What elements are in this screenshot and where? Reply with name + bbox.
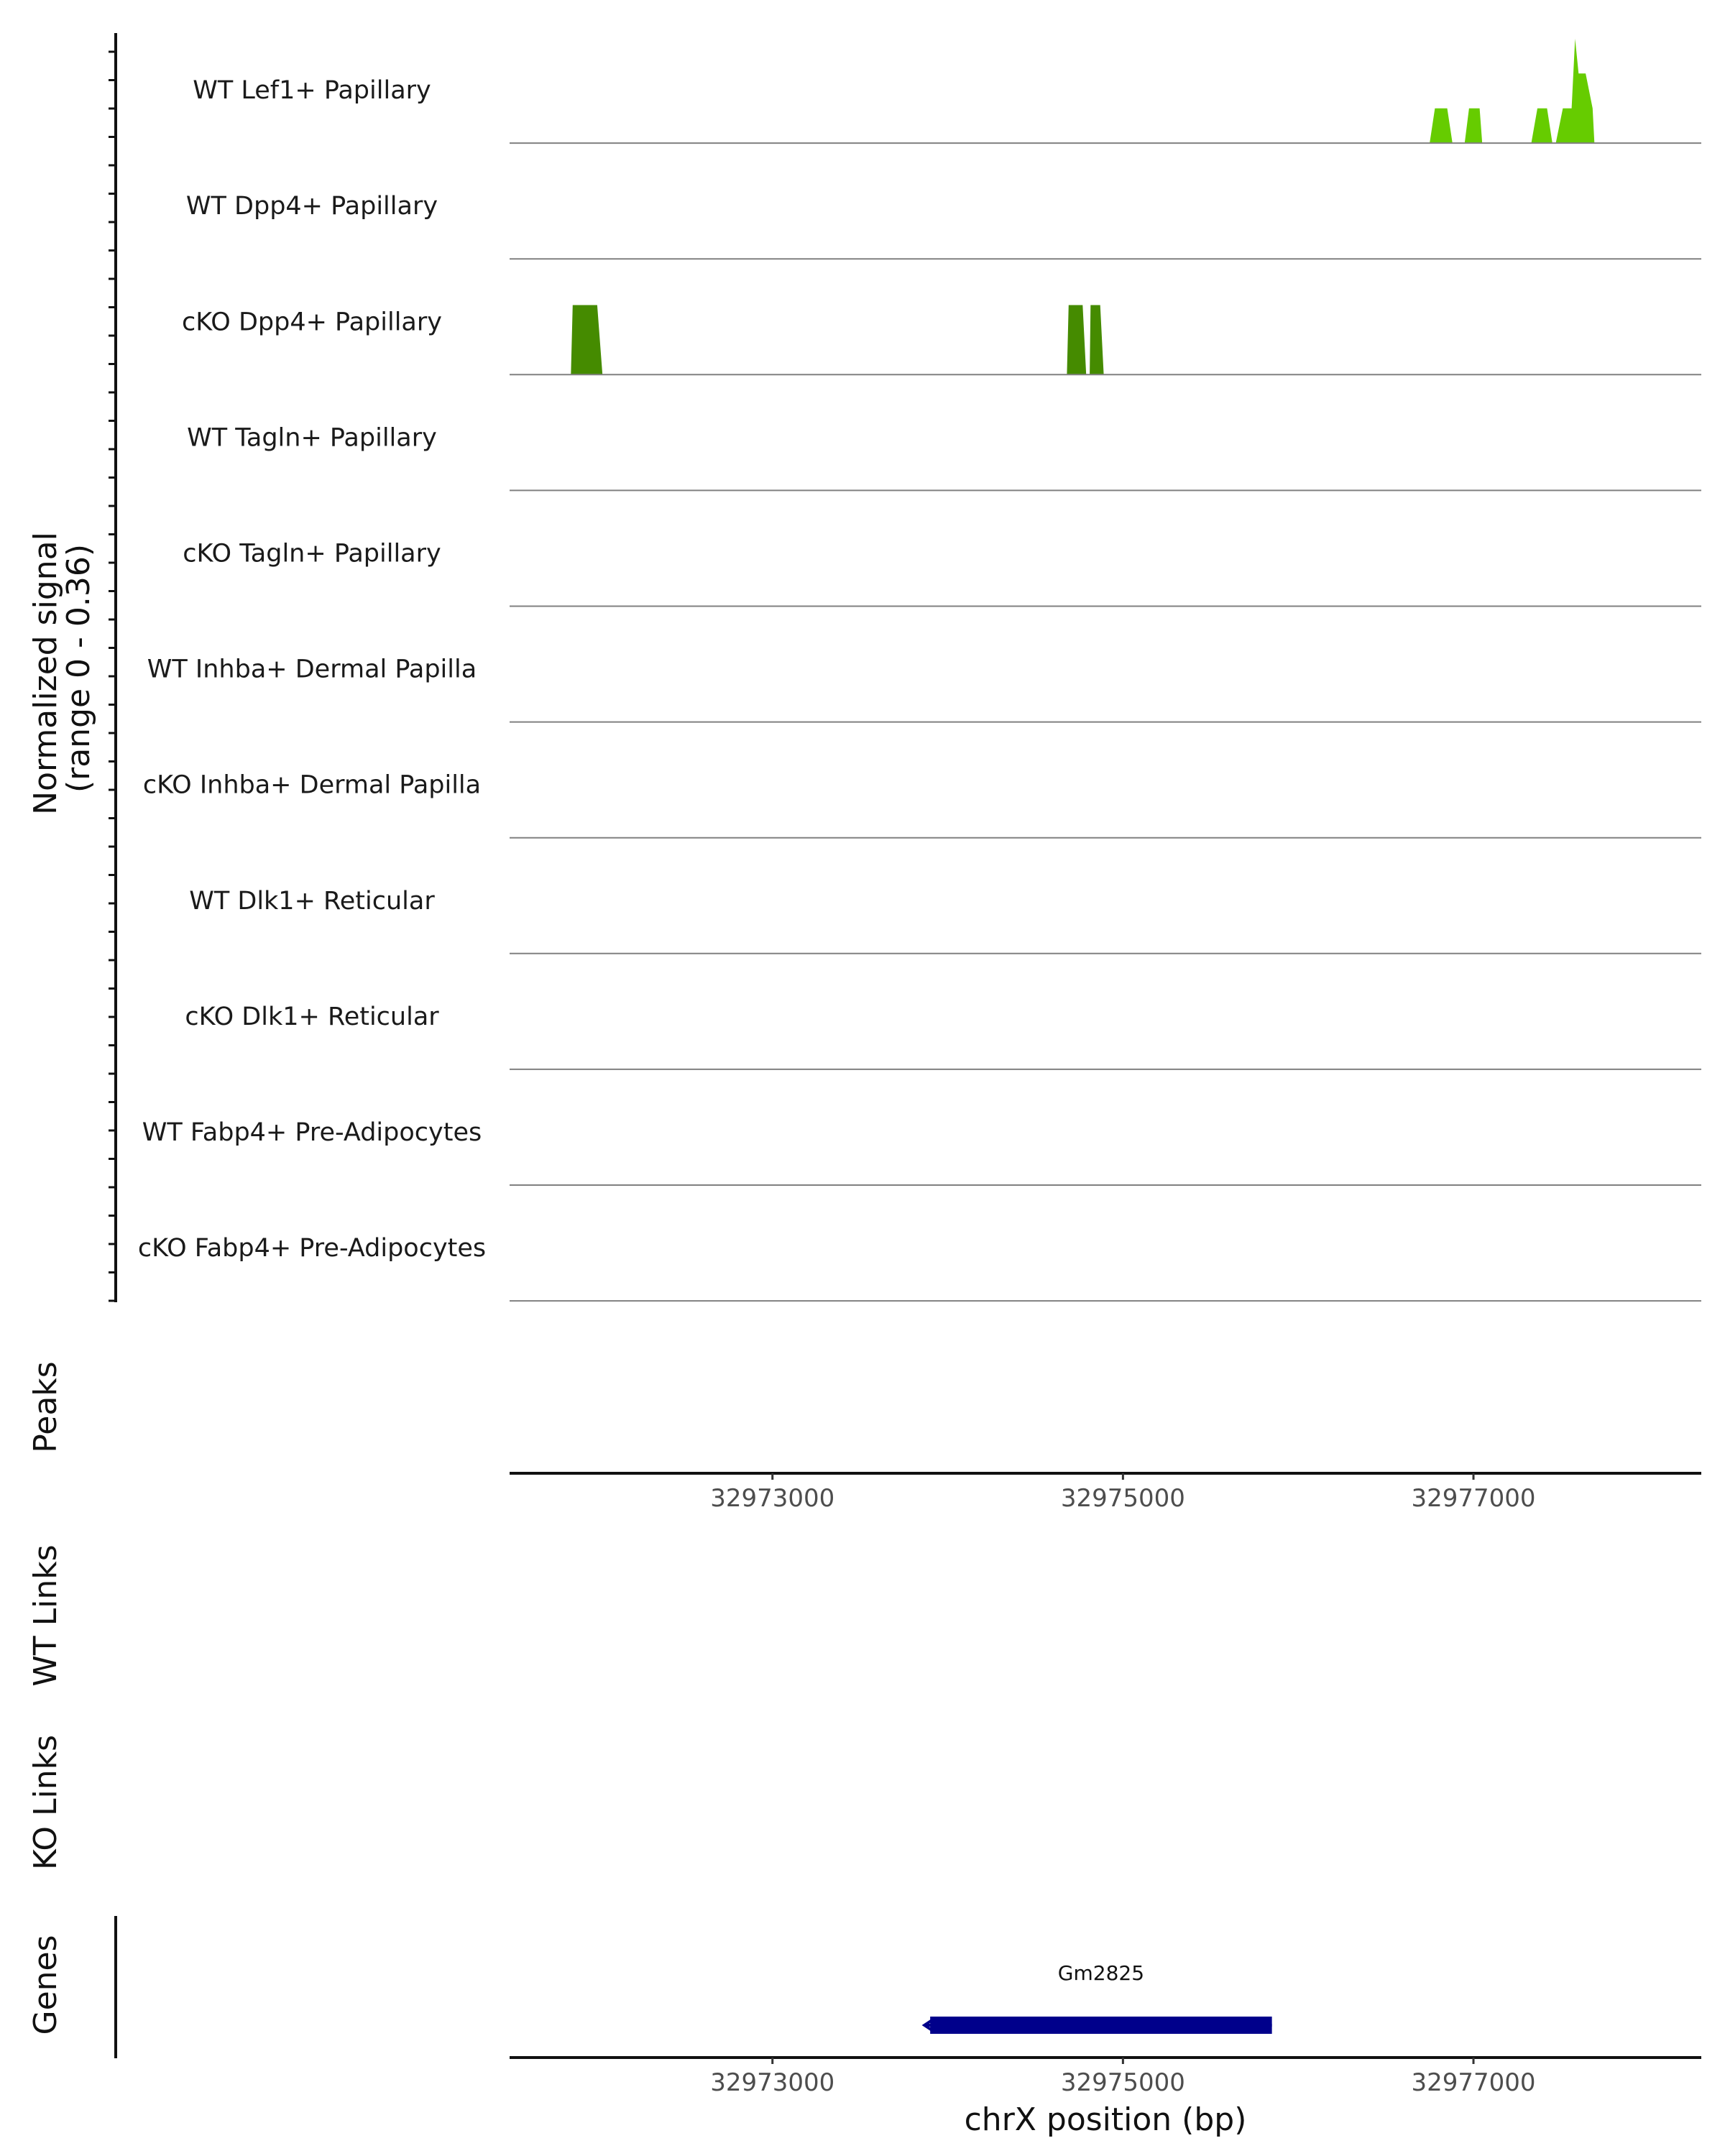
track-label: WT Dpp4+ Papillary bbox=[186, 192, 438, 221]
track-label: cKO Dpp4+ Papillary bbox=[182, 308, 442, 336]
track-label: WT Lef1+ Papillary bbox=[193, 76, 431, 105]
track-label: cKO Inhba+ Dermal Papilla bbox=[143, 771, 481, 800]
signal-y-axis-ticks bbox=[109, 50, 116, 1302]
track-label: WT Inhba+ Dermal Papilla bbox=[147, 655, 477, 684]
genes-panel-title: Genes bbox=[27, 1935, 64, 2035]
gene-strand-arrow bbox=[921, 2018, 934, 2032]
track-signal-area bbox=[1430, 38, 1595, 144]
track-label: cKO Fabp4+ Pre-Adipocytes bbox=[138, 1234, 486, 1263]
track-label: WT Fabp4+ Pre-Adipocytes bbox=[142, 1118, 482, 1147]
ko-links-panel-title: KO Links bbox=[27, 1735, 64, 1870]
genes-x-axis-ticks: 32973000 32975000 32977000 bbox=[710, 2058, 1536, 2097]
signal-axis-title-line2: (range 0 - 0.36) bbox=[60, 544, 97, 793]
track-label: cKO Dlk1+ Reticular bbox=[185, 1003, 439, 1031]
x-tick-label: 32975000 bbox=[1061, 1484, 1185, 1513]
x-tick-label: 32977000 bbox=[1411, 1484, 1535, 1513]
gene-name-label: Gm2825 bbox=[1058, 1961, 1144, 1985]
x-tick-label: 32973000 bbox=[710, 2068, 834, 2097]
peaks-panel-title: Peaks bbox=[27, 1361, 64, 1452]
signal-axis-title: Normalized signal (range 0 - 0.36) bbox=[27, 522, 97, 815]
track-signal-area bbox=[571, 305, 1104, 375]
track-label: WT Dlk1+ Reticular bbox=[189, 887, 435, 916]
signal-axis-title-line1: Normalized signal bbox=[27, 532, 64, 815]
peaks-x-axis-ticks: 32973000 32975000 32977000 bbox=[710, 1473, 1536, 1513]
wt-links-panel-title: WT Links bbox=[27, 1544, 64, 1686]
coverage-tracks: WT Lef1+ Papillary WT Dpp4+ Papillary cKO … bbox=[138, 38, 1701, 1302]
track-label: WT Tagln+ Papillary bbox=[187, 423, 437, 452]
gene-track: Gm2825 bbox=[921, 1961, 1272, 2034]
x-axis-title: chrX position (bp) bbox=[965, 2101, 1247, 2138]
x-tick-label: 32977000 bbox=[1411, 2068, 1535, 2097]
gene-exon-bar bbox=[930, 2017, 1272, 2034]
x-tick-label: 32975000 bbox=[1061, 2068, 1185, 2097]
x-tick-label: 32973000 bbox=[710, 1484, 834, 1513]
track-label: cKO Tagln+ Papillary bbox=[183, 540, 441, 568]
